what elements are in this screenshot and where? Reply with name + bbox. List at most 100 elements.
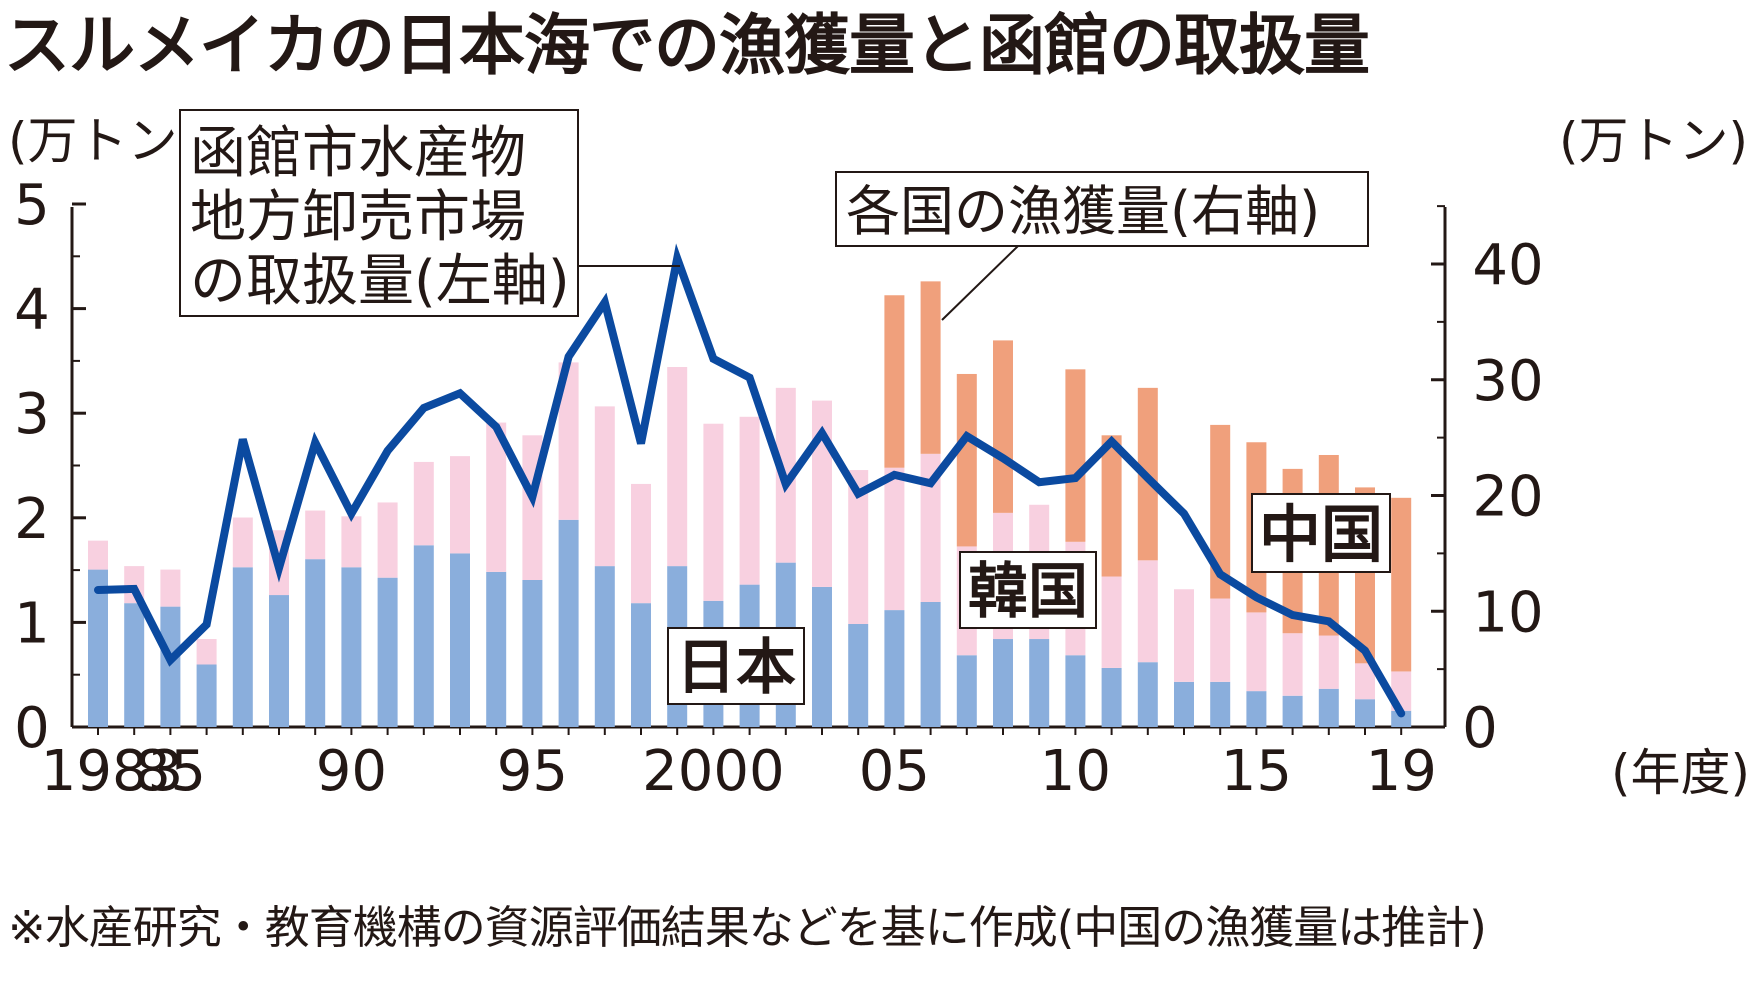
left-tick-label-2: 2	[14, 487, 50, 552]
right-tick-label-40: 40	[1472, 233, 1543, 298]
bar-japan-1989	[305, 559, 326, 727]
bar-china-2006	[920, 281, 941, 454]
x-tick-label-2005: 05	[859, 739, 930, 804]
bar-japan-1987	[232, 567, 253, 727]
line-callout-text-2: の取扱量(左軸)	[190, 249, 570, 314]
bar-korea-2012	[1137, 560, 1158, 663]
bar-china-2007	[956, 373, 977, 547]
line-callout-box	[179, 109, 579, 317]
bar-korea-1986	[196, 639, 217, 665]
bar-japan-1993	[450, 553, 470, 727]
bar-korea-2000	[703, 423, 724, 601]
right-tick-label-10: 10	[1472, 580, 1543, 645]
bar-japan-2004	[848, 623, 869, 727]
left-axis-unit: (万トン)	[8, 112, 197, 170]
bar-japan-2018	[1355, 699, 1375, 727]
japan-label-box	[667, 627, 805, 705]
bar-japan-2015	[1246, 691, 1267, 727]
bars-callout-text: 各国の漁獲量(右軸)	[846, 180, 1320, 243]
x-tick-label-2000: 2000	[642, 739, 785, 804]
bar-japan-1990	[341, 567, 362, 727]
bar-korea-2017	[1318, 635, 1339, 689]
bar-korea-2011	[1101, 576, 1122, 668]
bar-china-2019	[1391, 497, 1412, 672]
china-label: 中国	[1259, 498, 1383, 571]
bar-japan-2008	[993, 639, 1013, 727]
bar-korea-2014	[1210, 598, 1231, 682]
korea-label-box	[959, 551, 1097, 629]
bar-japan-1991	[377, 577, 398, 727]
bar-korea-1991	[377, 502, 398, 578]
x-tick-label-1985: 85	[135, 739, 206, 804]
bar-korea-1985	[160, 569, 181, 607]
bar-japan-2014	[1210, 681, 1231, 727]
bar-japan-2012	[1137, 662, 1158, 727]
bar-japan-1986	[196, 664, 217, 727]
bar-korea-2006	[920, 453, 941, 602]
bar-china-2011	[1101, 435, 1122, 577]
line-callout-text-1: 地方卸売市場	[190, 185, 526, 250]
bar-japan-1988	[269, 595, 289, 727]
bars-callout-leader	[941, 245, 1019, 321]
x-tick-label-2019: 19	[1366, 739, 1437, 804]
bar-korea-2001	[739, 416, 760, 585]
right-tick-label-30: 30	[1472, 349, 1543, 414]
bar-japan-1994	[486, 571, 507, 727]
x-tick-label-1990: 90	[316, 739, 387, 804]
korea-label: 韓国	[968, 557, 1088, 627]
bar-japan-1983	[88, 569, 108, 727]
bar-korea-1983	[88, 540, 108, 570]
bar-korea-1998	[631, 483, 651, 604]
bar-japan-1997	[594, 566, 615, 727]
bar-japan-1984	[124, 603, 145, 727]
bar-japan-2006	[920, 601, 941, 727]
bar-korea-2015	[1246, 612, 1267, 692]
left-tick-label-0: 0	[14, 696, 50, 761]
bar-japan-2003	[812, 586, 832, 727]
bar-japan-2007	[956, 655, 977, 727]
bar-japan-1985	[160, 606, 181, 727]
source-note: ※水産研究・教育機構の資源評価結果などを基に作成(中国の漁獲量は推計)	[8, 901, 1487, 954]
bar-china-2014	[1210, 424, 1231, 599]
bar-japan-2019	[1391, 710, 1412, 727]
right-axis-unit: (万トン)	[1559, 112, 1748, 170]
x-tick-label-2015: 15	[1221, 739, 1292, 804]
chart-title: スルメイカの日本海での漁獲量と函館の取扱量	[4, 7, 1370, 84]
bar-japan-1996	[558, 519, 579, 727]
bar-korea-1996	[558, 362, 579, 520]
bar-korea-2018	[1355, 663, 1375, 700]
bar-korea-1990	[341, 516, 362, 568]
japan-label: 日本	[676, 633, 796, 703]
bar-korea-2013	[1174, 589, 1194, 682]
bar-japan-2017	[1318, 688, 1339, 727]
bar-korea-2016	[1282, 633, 1303, 696]
bar-korea-1993	[450, 456, 470, 554]
china-label-box	[1251, 493, 1391, 573]
bar-japan-2013	[1174, 681, 1194, 727]
bar-korea-1997	[594, 406, 615, 567]
bar-japan-2009	[1029, 639, 1050, 727]
bar-korea-1999	[667, 367, 688, 567]
hakodate-line	[94, 243, 1406, 718]
bar-korea-1992	[413, 461, 434, 546]
bar-china-2010	[1065, 369, 1086, 542]
bar-japan-1992	[413, 545, 434, 727]
bar-japan-2010	[1065, 655, 1086, 727]
bar-korea-1994	[486, 422, 507, 572]
bar-japan-2016	[1282, 695, 1303, 727]
x-tick-label-2010: 10	[1040, 739, 1111, 804]
bar-japan-1998	[631, 603, 651, 727]
x-axis-unit: (年度)	[1611, 744, 1750, 802]
bar-korea-2005	[884, 467, 905, 611]
bar-korea-1987	[232, 517, 253, 568]
right-tick-label-20: 20	[1472, 465, 1543, 530]
left-tick-label-5: 5	[14, 173, 50, 238]
bar-japan-2011	[1101, 667, 1122, 727]
right-tick-label-0: 0	[1462, 696, 1498, 761]
x-tick-label-1983: 1983	[41, 739, 184, 804]
left-tick-label-4: 4	[14, 278, 50, 343]
left-tick-label-1: 1	[14, 591, 50, 656]
